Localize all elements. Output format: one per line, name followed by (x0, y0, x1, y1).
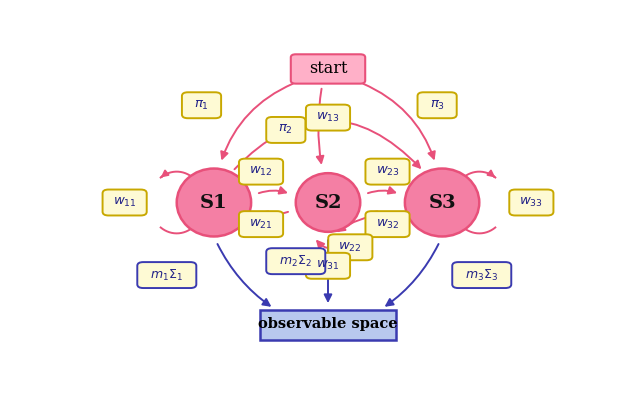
Text: $\pi_1$: $\pi_1$ (194, 99, 209, 112)
Text: $w_{12}$: $w_{12}$ (249, 165, 273, 178)
FancyBboxPatch shape (260, 310, 396, 340)
FancyBboxPatch shape (328, 234, 372, 260)
Text: $w_{33}$: $w_{33}$ (520, 196, 543, 209)
FancyBboxPatch shape (102, 190, 147, 215)
Text: $w_{32}$: $w_{32}$ (376, 218, 399, 231)
FancyBboxPatch shape (509, 190, 554, 215)
FancyBboxPatch shape (182, 92, 221, 118)
Text: $\pi_2$: $\pi_2$ (278, 124, 293, 136)
FancyBboxPatch shape (138, 262, 196, 288)
FancyBboxPatch shape (266, 117, 305, 143)
Ellipse shape (405, 168, 479, 237)
FancyBboxPatch shape (239, 159, 283, 184)
FancyBboxPatch shape (291, 54, 365, 84)
Ellipse shape (177, 168, 251, 237)
Text: S1: S1 (200, 194, 228, 211)
Text: $w_{23}$: $w_{23}$ (376, 165, 399, 178)
FancyBboxPatch shape (239, 211, 283, 237)
FancyBboxPatch shape (306, 253, 350, 279)
FancyBboxPatch shape (266, 248, 325, 274)
FancyBboxPatch shape (452, 262, 511, 288)
Text: $w_{13}$: $w_{13}$ (316, 111, 340, 124)
Text: observable space: observable space (258, 318, 398, 332)
FancyBboxPatch shape (365, 211, 410, 237)
FancyBboxPatch shape (417, 92, 457, 118)
Text: $m_1\Sigma_1$: $m_1\Sigma_1$ (150, 267, 183, 283)
FancyBboxPatch shape (306, 105, 350, 131)
Ellipse shape (296, 173, 360, 232)
Text: $m_2\Sigma_2$: $m_2\Sigma_2$ (280, 253, 312, 269)
Text: $\pi_3$: $\pi_3$ (429, 99, 445, 112)
Text: $w_{22}$: $w_{22}$ (339, 241, 362, 254)
Text: $w_{21}$: $w_{21}$ (249, 218, 273, 231)
FancyBboxPatch shape (365, 159, 410, 184)
Text: $w_{11}$: $w_{11}$ (113, 196, 136, 209)
Text: start: start (308, 60, 348, 77)
Text: $w_{31}$: $w_{31}$ (316, 259, 340, 272)
Text: S2: S2 (314, 194, 342, 211)
Text: S3: S3 (428, 194, 456, 211)
Text: $m_3\Sigma_3$: $m_3\Sigma_3$ (465, 267, 499, 283)
